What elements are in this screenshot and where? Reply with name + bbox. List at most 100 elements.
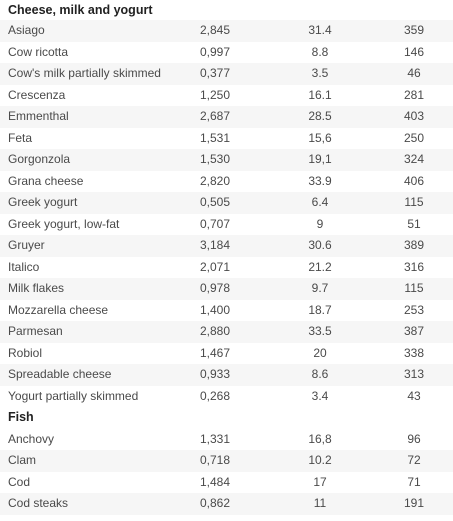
value-col-1: 1,484 — [199, 474, 231, 489]
table-row: Gorgonzola 1,530 19,1 324 — [0, 149, 453, 171]
value-col-1: 2,071 — [199, 259, 231, 274]
value-col-2: 33.9 — [308, 173, 332, 188]
value-col-3: 51 — [407, 216, 421, 231]
section-heading-row: Fish — [0, 407, 453, 429]
section-heading-row: Cheese, milk and yogurt — [0, 0, 453, 22]
value-col-2: 11 — [313, 496, 327, 510]
table-row: Grana cheese 2,820 33.9 406 — [0, 171, 453, 193]
food-name: Robiol — [8, 345, 43, 360]
value-col-3: 250 — [403, 130, 425, 145]
value-col-1: 2,845 — [199, 23, 231, 37]
food-name: Yogurt partially skimmed — [8, 388, 139, 403]
value-col-2: 6.4 — [311, 195, 329, 209]
table-row: Greek yogurt, low-fat 0,707 9 51 — [0, 214, 453, 236]
value-col-2: 18.7 — [308, 302, 332, 317]
value-col-1: 1,250 — [199, 87, 231, 102]
value-col-1: 1,530 — [199, 152, 231, 166]
value-col-2: 16,8 — [308, 431, 332, 446]
table-row: Gruyer 3,184 30.6 389 — [0, 235, 453, 257]
value-col-2: 3.5 — [311, 66, 329, 80]
table-row: Mozzarella cheese 1,400 18.7 253 — [0, 300, 453, 322]
value-col-1: 2,880 — [199, 324, 231, 338]
food-name: Clam — [8, 453, 37, 467]
value-col-3: 406 — [403, 173, 425, 188]
table-row: Emmenthal 2,687 28.5 403 — [0, 106, 453, 128]
value-col-3: 387 — [403, 324, 425, 338]
table-row: Asiago 2,845 31.4 359 — [0, 20, 453, 42]
value-col-1: 0,718 — [199, 453, 231, 467]
table-row: Robiol 1,467 20 338 — [0, 343, 453, 365]
value-col-3: 43 — [407, 388, 421, 403]
table-row: Cow's milk partially skimmed 0,377 3.5 4… — [0, 63, 453, 85]
food-name: Asiago — [8, 23, 45, 37]
value-col-2: 10.2 — [308, 453, 332, 467]
food-name: Spreadable cheese — [8, 367, 112, 381]
table-row: Spreadable cheese 0,933 8.6 313 — [0, 364, 453, 386]
food-name: Greek yogurt, low-fat — [8, 216, 120, 231]
value-col-3: 316 — [403, 259, 425, 274]
value-col-2: 9 — [316, 216, 324, 231]
value-col-1: 0,707 — [199, 216, 231, 231]
value-col-2: 30.6 — [308, 238, 332, 252]
value-col-3: 324 — [403, 152, 425, 166]
value-col-2: 8.6 — [311, 367, 329, 381]
food-name: Cod steaks — [8, 496, 69, 510]
section-heading: Cheese, milk and yogurt — [8, 3, 153, 17]
table-row: Crescenza 1,250 16.1 281 — [0, 85, 453, 107]
value-col-2: 20 — [313, 345, 327, 360]
value-col-3: 313 — [403, 367, 425, 381]
food-name: Mozzarella cheese — [8, 302, 109, 317]
food-name: Cow's milk partially skimmed — [8, 66, 161, 80]
value-col-3: 46 — [407, 66, 421, 80]
food-name: Gruyer — [8, 238, 45, 252]
value-col-1: 1,331 — [199, 431, 231, 446]
value-col-3: 115 — [404, 195, 424, 209]
value-col-1: 0,933 — [199, 367, 231, 381]
food-name: Feta — [8, 130, 33, 145]
table-row: Anchovy 1,331 16,8 96 — [0, 429, 453, 451]
section-heading: Fish — [8, 410, 34, 424]
value-col-3: 389 — [403, 238, 425, 252]
value-col-1: 0,862 — [199, 496, 231, 510]
value-col-2: 8.8 — [311, 44, 329, 59]
food-name: Crescenza — [8, 87, 66, 102]
value-col-1: 0,978 — [199, 281, 231, 295]
value-col-2: 9.7 — [311, 281, 329, 295]
value-col-3: 96 — [407, 431, 421, 446]
value-col-2: 3.4 — [311, 388, 329, 403]
value-col-2: 28.5 — [308, 109, 332, 123]
food-name: Italico — [8, 259, 40, 274]
value-col-1: 0,505 — [199, 195, 231, 209]
table-row: Cow ricotta 0,997 8.8 146 — [0, 42, 453, 64]
value-col-1: 1,400 — [199, 302, 231, 317]
food-name: Grana cheese — [8, 173, 84, 188]
food-name: Greek yogurt — [8, 195, 78, 209]
value-col-2: 15,6 — [308, 130, 332, 145]
value-col-1: 1,467 — [199, 345, 231, 360]
table-row: Cod 1,484 17 71 — [0, 472, 453, 494]
value-col-3: 338 — [403, 345, 425, 360]
value-col-3: 253 — [403, 302, 425, 317]
table-row: Greek yogurt 0,505 6.4 115 — [0, 192, 453, 214]
value-col-2: 19,1 — [308, 152, 332, 166]
table-row: Italico 2,071 21.2 316 — [0, 257, 453, 279]
food-name: Cow ricotta — [8, 44, 69, 59]
value-col-1: 2,820 — [199, 173, 231, 188]
table-row: Clam 0,718 10.2 72 — [0, 450, 453, 472]
value-col-3: 191 — [403, 496, 425, 510]
food-name: Anchovy — [8, 431, 55, 446]
value-col-3: 359 — [403, 23, 425, 37]
table-row: Cod steaks 0,862 11 191 — [0, 493, 453, 515]
value-col-3: 115 — [404, 281, 424, 295]
value-col-2: 21.2 — [308, 259, 332, 274]
table-row: Yogurt partially skimmed 0,268 3.4 43 — [0, 386, 453, 408]
food-name: Milk flakes — [8, 281, 65, 295]
value-col-1: 0,268 — [199, 388, 231, 403]
food-name: Gorgonzola — [8, 152, 71, 166]
value-col-2: 31.4 — [308, 23, 332, 37]
value-col-3: 146 — [403, 44, 425, 59]
table-row: Parmesan 2,880 33.5 387 — [0, 321, 453, 343]
value-col-1: 0,377 — [199, 66, 231, 80]
value-col-3: 281 — [403, 87, 425, 102]
